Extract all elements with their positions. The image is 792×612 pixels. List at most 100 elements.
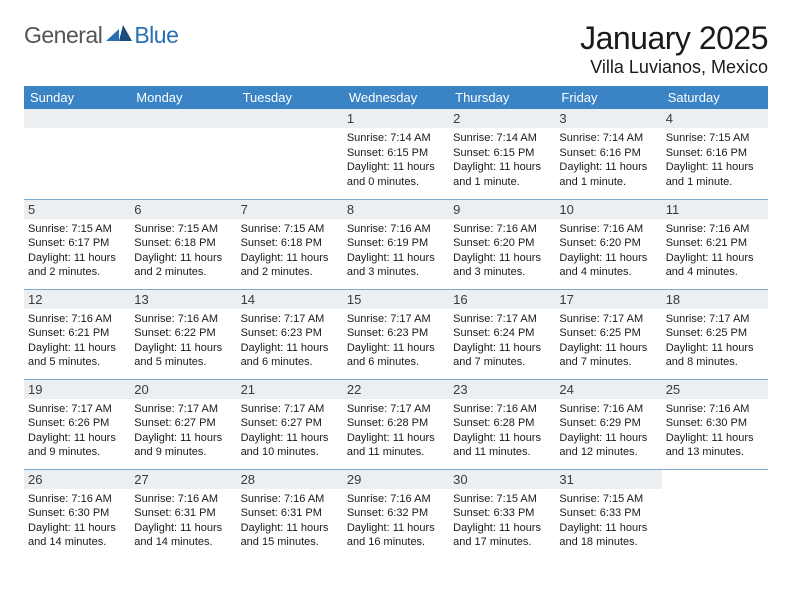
day-header: Monday [130,86,236,109]
day-data: Sunrise: 7:16 AMSunset: 6:28 PMDaylight:… [449,399,555,464]
logo-mark-icon [106,23,132,48]
logo-text-general: General [24,22,102,49]
calendar-cell: 11Sunrise: 7:16 AMSunset: 6:21 PMDayligh… [662,199,768,289]
day-number: 13 [130,290,236,309]
day-data: Sunrise: 7:17 AMSunset: 6:23 PMDaylight:… [343,309,449,374]
day-data: Sunrise: 7:15 AMSunset: 6:18 PMDaylight:… [237,219,343,284]
calendar-cell: 23Sunrise: 7:16 AMSunset: 6:28 PMDayligh… [449,379,555,469]
calendar-cell: 15Sunrise: 7:17 AMSunset: 6:23 PMDayligh… [343,289,449,379]
location: Villa Luvianos, Mexico [580,57,768,78]
calendar-cell: 20Sunrise: 7:17 AMSunset: 6:27 PMDayligh… [130,379,236,469]
calendar-cell: 31Sunrise: 7:15 AMSunset: 6:33 PMDayligh… [555,469,661,559]
day-data: Sunrise: 7:15 AMSunset: 6:17 PMDaylight:… [24,219,130,284]
calendar-cell: 10Sunrise: 7:16 AMSunset: 6:20 PMDayligh… [555,199,661,289]
day-number: 4 [662,109,768,128]
title-block: January 2025 Villa Luvianos, Mexico [580,20,768,78]
day-data: Sunrise: 7:16 AMSunset: 6:19 PMDaylight:… [343,219,449,284]
day-number-empty [24,109,130,128]
day-data: Sunrise: 7:16 AMSunset: 6:32 PMDaylight:… [343,489,449,554]
calendar-cell [24,109,130,199]
day-data: Sunrise: 7:16 AMSunset: 6:31 PMDaylight:… [237,489,343,554]
calendar-cell: 26Sunrise: 7:16 AMSunset: 6:30 PMDayligh… [24,469,130,559]
day-number: 5 [24,200,130,219]
day-number: 10 [555,200,661,219]
day-header-row: Sunday Monday Tuesday Wednesday Thursday… [24,86,768,109]
day-header: Friday [555,86,661,109]
day-data: Sunrise: 7:14 AMSunset: 6:15 PMDaylight:… [449,128,555,193]
day-data: Sunrise: 7:16 AMSunset: 6:30 PMDaylight:… [24,489,130,554]
day-number-empty [130,109,236,128]
day-data: Sunrise: 7:16 AMSunset: 6:20 PMDaylight:… [555,219,661,284]
day-data: Sunrise: 7:14 AMSunset: 6:15 PMDaylight:… [343,128,449,193]
table-row: 19Sunrise: 7:17 AMSunset: 6:26 PMDayligh… [24,379,768,469]
day-number: 16 [449,290,555,309]
day-number: 28 [237,470,343,489]
calendar-cell: 17Sunrise: 7:17 AMSunset: 6:25 PMDayligh… [555,289,661,379]
calendar-table: Sunday Monday Tuesday Wednesday Thursday… [24,86,768,559]
day-number: 7 [237,200,343,219]
day-number-empty [237,109,343,128]
day-number: 18 [662,290,768,309]
day-header: Sunday [24,86,130,109]
calendar-cell [662,469,768,559]
calendar-cell: 12Sunrise: 7:16 AMSunset: 6:21 PMDayligh… [24,289,130,379]
calendar-cell: 19Sunrise: 7:17 AMSunset: 6:26 PMDayligh… [24,379,130,469]
day-header: Thursday [449,86,555,109]
calendar-cell: 5Sunrise: 7:15 AMSunset: 6:17 PMDaylight… [24,199,130,289]
day-number: 23 [449,380,555,399]
day-data: Sunrise: 7:17 AMSunset: 6:25 PMDaylight:… [555,309,661,374]
day-data: Sunrise: 7:17 AMSunset: 6:24 PMDaylight:… [449,309,555,374]
calendar-cell: 9Sunrise: 7:16 AMSunset: 6:20 PMDaylight… [449,199,555,289]
calendar-cell: 3Sunrise: 7:14 AMSunset: 6:16 PMDaylight… [555,109,661,199]
calendar-cell: 21Sunrise: 7:17 AMSunset: 6:27 PMDayligh… [237,379,343,469]
day-data: Sunrise: 7:16 AMSunset: 6:21 PMDaylight:… [662,219,768,284]
calendar-cell: 14Sunrise: 7:17 AMSunset: 6:23 PMDayligh… [237,289,343,379]
day-number: 31 [555,470,661,489]
day-data: Sunrise: 7:14 AMSunset: 6:16 PMDaylight:… [555,128,661,193]
calendar-cell: 6Sunrise: 7:15 AMSunset: 6:18 PMDaylight… [130,199,236,289]
day-number: 25 [662,380,768,399]
day-number: 12 [24,290,130,309]
calendar-cell: 1Sunrise: 7:14 AMSunset: 6:15 PMDaylight… [343,109,449,199]
calendar-cell: 4Sunrise: 7:15 AMSunset: 6:16 PMDaylight… [662,109,768,199]
calendar-cell: 7Sunrise: 7:15 AMSunset: 6:18 PMDaylight… [237,199,343,289]
calendar-cell: 30Sunrise: 7:15 AMSunset: 6:33 PMDayligh… [449,469,555,559]
calendar-cell [130,109,236,199]
day-number: 30 [449,470,555,489]
calendar-cell: 18Sunrise: 7:17 AMSunset: 6:25 PMDayligh… [662,289,768,379]
day-data: Sunrise: 7:17 AMSunset: 6:27 PMDaylight:… [130,399,236,464]
logo: General Blue [24,22,178,49]
day-number: 8 [343,200,449,219]
day-data: Sunrise: 7:16 AMSunset: 6:20 PMDaylight:… [449,219,555,284]
day-number: 21 [237,380,343,399]
day-data: Sunrise: 7:17 AMSunset: 6:28 PMDaylight:… [343,399,449,464]
day-number: 15 [343,290,449,309]
day-number: 14 [237,290,343,309]
day-data: Sunrise: 7:15 AMSunset: 6:18 PMDaylight:… [130,219,236,284]
calendar-cell: 24Sunrise: 7:16 AMSunset: 6:29 PMDayligh… [555,379,661,469]
calendar-cell: 27Sunrise: 7:16 AMSunset: 6:31 PMDayligh… [130,469,236,559]
calendar-cell [237,109,343,199]
day-number: 17 [555,290,661,309]
day-data: Sunrise: 7:15 AMSunset: 6:33 PMDaylight:… [449,489,555,554]
day-data: Sunrise: 7:15 AMSunset: 6:33 PMDaylight:… [555,489,661,554]
header: General Blue January 2025 Villa Luvianos… [24,20,768,78]
day-number: 22 [343,380,449,399]
calendar-cell: 25Sunrise: 7:16 AMSunset: 6:30 PMDayligh… [662,379,768,469]
logo-text-blue: Blue [134,22,178,49]
calendar-cell: 22Sunrise: 7:17 AMSunset: 6:28 PMDayligh… [343,379,449,469]
day-number: 26 [24,470,130,489]
day-number: 1 [343,109,449,128]
day-data: Sunrise: 7:17 AMSunset: 6:26 PMDaylight:… [24,399,130,464]
day-number: 24 [555,380,661,399]
calendar-cell: 29Sunrise: 7:16 AMSunset: 6:32 PMDayligh… [343,469,449,559]
page-title: January 2025 [580,20,768,57]
table-row: 5Sunrise: 7:15 AMSunset: 6:17 PMDaylight… [24,199,768,289]
calendar-cell: 2Sunrise: 7:14 AMSunset: 6:15 PMDaylight… [449,109,555,199]
day-number: 3 [555,109,661,128]
day-number: 6 [130,200,236,219]
table-row: 1Sunrise: 7:14 AMSunset: 6:15 PMDaylight… [24,109,768,199]
calendar-cell: 16Sunrise: 7:17 AMSunset: 6:24 PMDayligh… [449,289,555,379]
calendar-cell: 28Sunrise: 7:16 AMSunset: 6:31 PMDayligh… [237,469,343,559]
day-data: Sunrise: 7:17 AMSunset: 6:25 PMDaylight:… [662,309,768,374]
